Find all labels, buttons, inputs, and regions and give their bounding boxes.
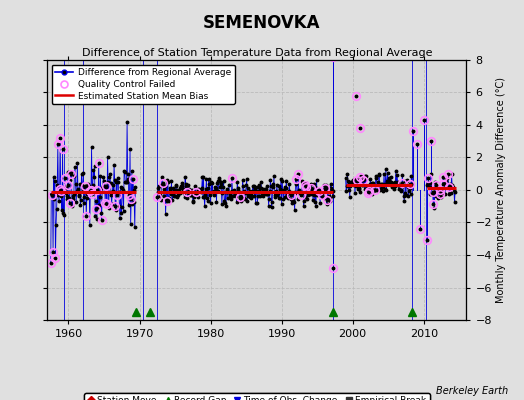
Text: Berkeley Earth: Berkeley Earth bbox=[436, 386, 508, 396]
Y-axis label: Monthly Temperature Anomaly Difference (°C): Monthly Temperature Anomaly Difference (… bbox=[496, 77, 506, 303]
Title: Difference of Station Temperature Data from Regional Average: Difference of Station Temperature Data f… bbox=[82, 48, 432, 58]
Legend: Station Move, Record Gap, Time of Obs. Change, Empirical Break: Station Move, Record Gap, Time of Obs. C… bbox=[84, 393, 430, 400]
Text: SEMENOVKA: SEMENOVKA bbox=[203, 14, 321, 32]
